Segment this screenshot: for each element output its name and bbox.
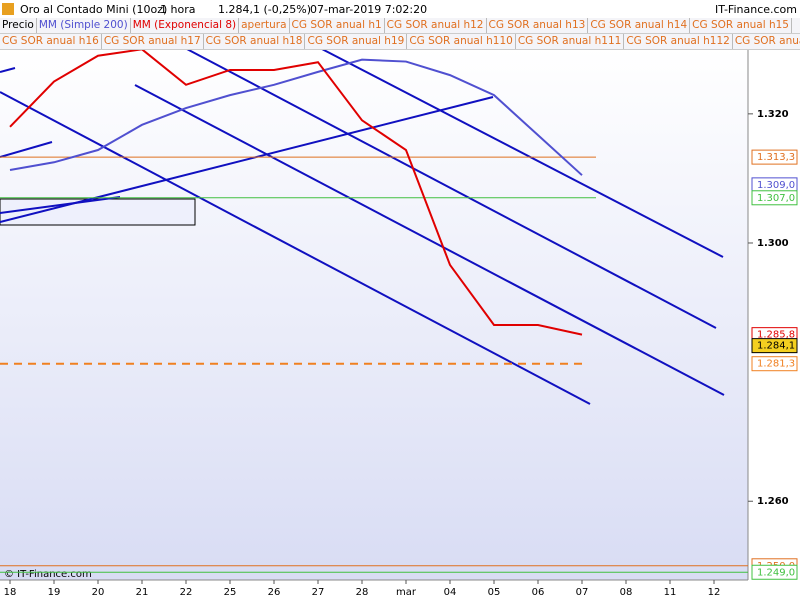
x-tick-label: 19 — [48, 587, 61, 598]
legend-item: CG SOR anual h111 — [516, 34, 625, 49]
x-tick-label: 04 — [444, 587, 457, 598]
icon — [2, 3, 14, 15]
legend-item: CG SOR anual — [733, 34, 800, 49]
legend-item: MM (Exponencial 8) — [131, 18, 240, 33]
legend-item: CG SOR anual h12 — [385, 18, 487, 33]
y-tick-label: 1.260 — [757, 496, 789, 507]
footer: © IT-Finance.com — [4, 569, 92, 580]
plot-area — [0, 48, 748, 580]
channel-lines — [0, 47, 725, 405]
price-label-box — [751, 338, 798, 354]
x-tick-label: 11 — [664, 587, 677, 598]
legend-item: apertura — [239, 18, 290, 33]
price-label-box — [751, 356, 798, 372]
legend: Precio MM (Simple 200) MM (Exponencial 8) a… — [0, 18, 800, 50]
legend-item: CG SOR anual h19 — [305, 34, 408, 49]
price-label: 1.313,3 — [757, 152, 795, 163]
x-tick-label: 26 — [268, 587, 281, 598]
legend-item: CG SOR anual h15 — [690, 18, 792, 33]
interval: 1 hora — [160, 3, 195, 16]
x-tick-label: 25 — [224, 587, 237, 598]
x-tick-label: mar — [396, 587, 417, 598]
legend-item: CG SOR anual h18 — [204, 34, 306, 49]
legend-item: CG SOR anual h112 — [624, 34, 733, 49]
x-tick-label: 12 — [708, 587, 721, 598]
quote: 1.284,1 (-0,25%) — [218, 3, 311, 16]
series-line — [9, 48, 583, 336]
x-tick-label: 27 — [312, 587, 325, 598]
legend-item: CG SOR anual h1 — [290, 18, 385, 33]
price-label: 1.284,1 — [757, 341, 795, 352]
x-tick-label: 20 — [92, 587, 105, 598]
legend-item: Precio — [0, 18, 37, 33]
brand: IT-Finance.com — [715, 3, 797, 16]
y-tick-label: 1.300 — [757, 238, 789, 249]
x-tick-label: 22 — [180, 587, 193, 598]
price-label-box — [751, 190, 798, 206]
x-tick-label: 07 — [576, 587, 589, 598]
y-tick-label: 1.320 — [757, 109, 789, 120]
legend-row: Precio MM (Simple 200) MM (Exponencial 8) a… — [0, 18, 800, 34]
title: Oro al Contado Mini (10oz) — [20, 3, 167, 16]
price-label: 1.307,0 — [757, 193, 795, 204]
legend-item: CG SOR anual h14 — [588, 18, 691, 33]
datetime: 07-mar-2019 7:02:20 — [310, 3, 427, 16]
price-label-box — [751, 564, 798, 580]
x-tick-label: 21 — [136, 587, 149, 598]
price-label: 1.309,0 — [757, 180, 795, 191]
price-label: 1.249,0 — [757, 567, 795, 578]
price-label: 1.285,8 — [757, 330, 795, 341]
legend-item: CG SOR anual h17 — [102, 34, 204, 49]
x-tick-label: 28 — [356, 587, 369, 598]
x-tick-label: 05 — [488, 587, 501, 598]
series-line — [9, 58, 583, 176]
legend-row: CG SOR anual h16 CG SOR anual h17 CG SOR a… — [0, 34, 800, 50]
box — [0, 198, 196, 226]
x-tick-label: 08 — [620, 587, 633, 598]
x-tick-label: 06 — [532, 587, 545, 598]
legend-item: CG SOR anual h13 — [487, 18, 589, 33]
legend-item: MM (Simple 200) — [37, 18, 131, 33]
legend-item: CG SOR anual h110 — [407, 34, 516, 49]
price-label: 1.281,3 — [757, 359, 795, 370]
price-label-box — [751, 149, 798, 165]
legend-item: CG SOR anual h16 — [0, 34, 102, 49]
x-tick-label: 18 — [4, 587, 17, 598]
